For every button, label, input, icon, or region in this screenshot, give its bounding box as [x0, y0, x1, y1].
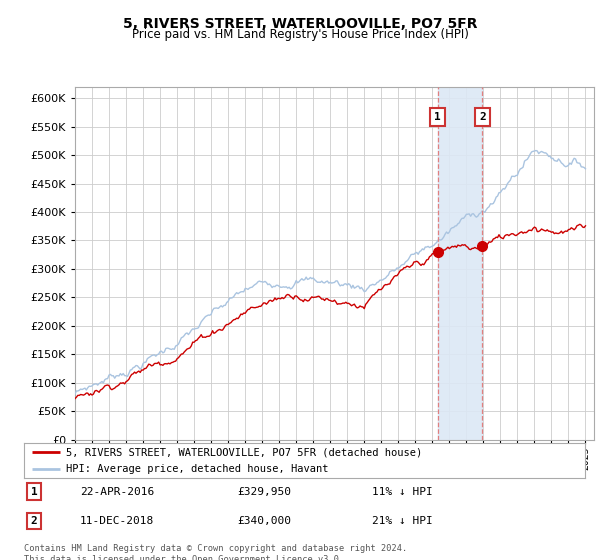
Text: Contains HM Land Registry data © Crown copyright and database right 2024.
This d: Contains HM Land Registry data © Crown c… [24, 544, 407, 560]
Text: Price paid vs. HM Land Registry's House Price Index (HPI): Price paid vs. HM Land Registry's House … [131, 28, 469, 41]
Text: 5, RIVERS STREET, WATERLOOVILLE, PO7 5FR (detached house): 5, RIVERS STREET, WATERLOOVILLE, PO7 5FR… [66, 447, 422, 458]
Text: 11-DEC-2018: 11-DEC-2018 [80, 516, 154, 526]
Text: 2: 2 [31, 516, 37, 526]
Text: HPI: Average price, detached house, Havant: HPI: Average price, detached house, Hava… [66, 464, 329, 474]
Text: 22-APR-2016: 22-APR-2016 [80, 487, 154, 497]
Text: £329,950: £329,950 [237, 487, 291, 497]
Bar [437, 87, 482, 440]
Text: 1: 1 [434, 112, 441, 122]
Text: 21% ↓ HPI: 21% ↓ HPI [372, 516, 433, 526]
Text: £340,000: £340,000 [237, 516, 291, 526]
Text: 5, RIVERS STREET, WATERLOOVILLE, PO7 5FR: 5, RIVERS STREET, WATERLOOVILLE, PO7 5FR [123, 16, 477, 30]
Text: 2: 2 [479, 112, 486, 122]
Text: 1: 1 [31, 487, 37, 497]
Text: 11% ↓ HPI: 11% ↓ HPI [372, 487, 433, 497]
